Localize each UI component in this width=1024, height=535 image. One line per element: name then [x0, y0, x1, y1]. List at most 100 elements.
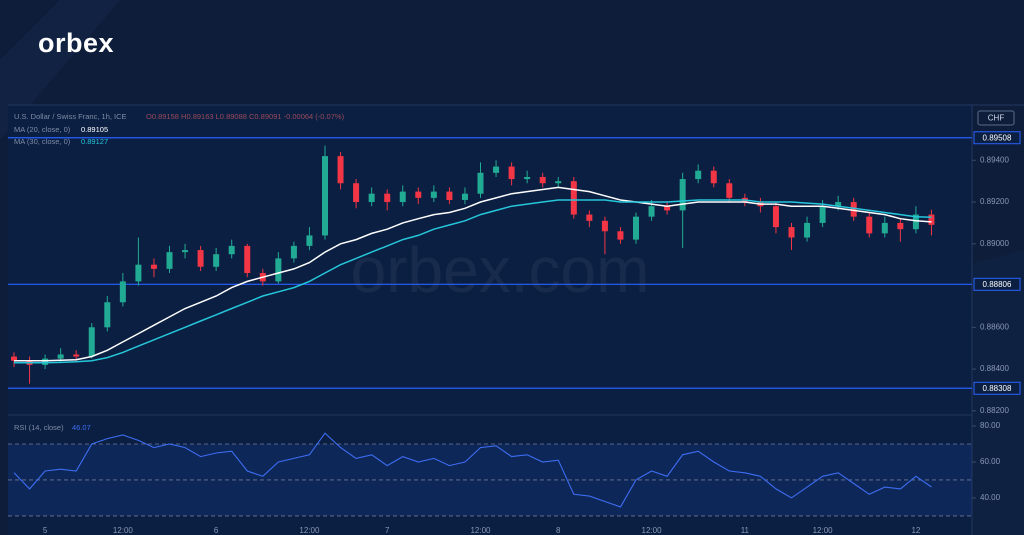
x-tick-label: 12:00 [813, 526, 834, 535]
candle-body [73, 354, 80, 357]
candle-body [648, 206, 655, 217]
level-label: 0.88806 [983, 280, 1012, 289]
x-tick-label: 6 [214, 526, 219, 535]
candle-body [850, 202, 857, 217]
ohlc-text: O0.89158 H0.89163 L0.89088 C0.89091 -0.0… [146, 112, 345, 121]
level-label: 0.89508 [983, 133, 1012, 142]
candle-body [322, 156, 328, 236]
candle-body [772, 206, 779, 228]
candle-body [477, 172, 484, 194]
x-tick-label: 12:00 [299, 526, 320, 535]
candle-body [399, 191, 406, 203]
x-tick-label: 12:00 [642, 526, 663, 535]
rsi-value: 46.07 [72, 423, 91, 432]
candle-body [244, 245, 251, 274]
ma30-value: 0.89127 [81, 137, 108, 146]
candle-body [88, 327, 95, 357]
x-tick-label: 11 [741, 526, 750, 535]
ma30-legend: MA (30, close, 0) [14, 137, 71, 146]
plot-area [8, 105, 972, 535]
candle-body [446, 191, 453, 200]
candle-body [586, 214, 593, 221]
rsi-band [8, 443, 972, 516]
candle-body [368, 193, 375, 203]
candle-body [555, 181, 562, 184]
candle-body [135, 264, 142, 282]
candle-body [819, 206, 826, 223]
candle-body [508, 166, 515, 180]
candle-body [384, 193, 391, 203]
x-tick-label: 8 [556, 526, 561, 535]
y-tick-label: 0.88400 [980, 364, 1009, 373]
x-tick-label: 7 [385, 526, 390, 535]
candle-body [213, 254, 220, 267]
y-tick-label: 0.88600 [980, 322, 1009, 331]
candle-body [928, 214, 935, 225]
candle-body [493, 166, 500, 173]
moving-average [14, 199, 932, 364]
candle-body [228, 245, 235, 255]
rsi-y-tick-label: 40.00 [980, 493, 1001, 502]
logo: orbex [38, 28, 114, 58]
ma20-value: 0.89105 [81, 125, 108, 134]
level-label-box [973, 381, 1021, 395]
candle-body [897, 222, 904, 230]
moving-average [14, 186, 932, 362]
candle-body [166, 252, 173, 269]
candle-body [912, 214, 919, 230]
currency: CHF [988, 114, 1005, 123]
candle-body [788, 227, 795, 238]
rsi-legend: RSI (14, close) [14, 423, 64, 432]
candle-body [881, 222, 888, 234]
watermark: orbex.com [351, 234, 650, 306]
y-tick-label: 0.89400 [980, 155, 1009, 164]
x-tick-label: 12 [911, 526, 920, 535]
candle-body [57, 354, 64, 359]
candle-body [726, 183, 733, 198]
y-tick-label: 0.88200 [980, 406, 1009, 415]
rsi-y-tick-label: 60.00 [980, 457, 1001, 466]
level-label-box [973, 131, 1021, 145]
candle-body [353, 183, 360, 203]
candle-body [150, 264, 157, 269]
currency-box [977, 110, 1015, 126]
candle-body [710, 170, 717, 184]
candle-body [290, 245, 297, 259]
candle-body [835, 202, 842, 207]
ma20-legend: MA (20, close, 0) [14, 125, 71, 134]
rsi-line [13, 432, 932, 508]
rsi-y-tick-label: 80.00 [980, 421, 1001, 430]
candle-body [664, 206, 671, 211]
candle-body [430, 191, 437, 198]
level-label-box [973, 277, 1021, 291]
candle-body [119, 281, 126, 303]
candle-body [570, 181, 577, 215]
candle-body [11, 356, 17, 361]
candle-body [633, 216, 639, 240]
candle-body [337, 156, 344, 184]
candle-body [617, 231, 624, 240]
candle-body [182, 250, 189, 253]
candles [11, 145, 935, 384]
candle-body [275, 258, 282, 282]
candle-body [679, 179, 686, 211]
candle-body [306, 235, 313, 246]
candle-body [197, 250, 204, 267]
x-tick-label: 5 [43, 526, 48, 535]
x-tick-label: 12:00 [113, 526, 134, 535]
candle-body [695, 170, 702, 180]
candle-body [42, 358, 49, 365]
level-label: 0.88308 [983, 384, 1012, 393]
y-tick-label: 0.89200 [980, 197, 1009, 206]
candle-body [461, 193, 468, 200]
symbol-title: U.S. Dollar / Swiss Franc, 1h, ICE [14, 112, 127, 121]
candle-body [524, 176, 531, 180]
candle-body [104, 302, 111, 328]
candle-body [804, 222, 811, 238]
candle-body [415, 191, 422, 198]
x-tick-label: 12:00 [470, 526, 491, 535]
y-tick-label: 0.89000 [980, 239, 1009, 248]
candle-body [866, 216, 873, 234]
